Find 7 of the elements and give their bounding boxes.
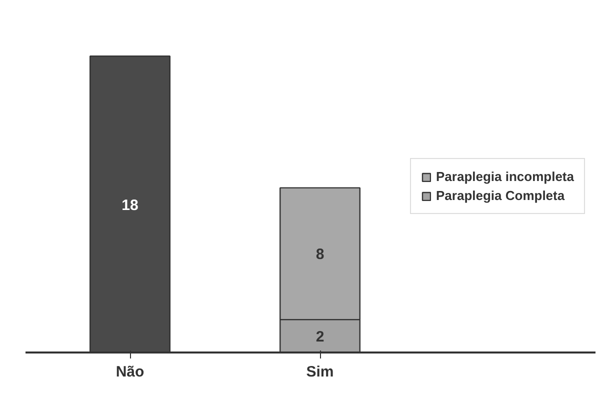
data-label: 8 (316, 246, 324, 264)
data-label: 18 (122, 196, 138, 214)
legend-label: Paraplegia incompleta (436, 169, 574, 184)
data-label: 2 (316, 328, 324, 346)
legend-label: Paraplegia Completa (436, 188, 565, 203)
x-tick-label: Sim (306, 364, 334, 380)
x-tick-label: Não (116, 364, 144, 380)
